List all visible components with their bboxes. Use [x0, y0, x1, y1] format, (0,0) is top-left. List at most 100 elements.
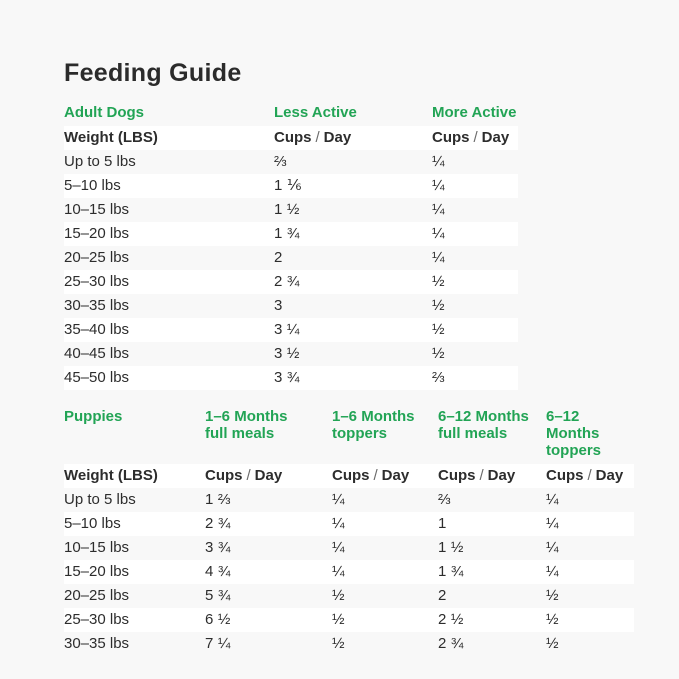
- full-meals-1-6-cell: 7 ¼: [205, 635, 231, 652]
- full-meals-1-6-cell: 4 ¾: [205, 563, 231, 580]
- toppers-6-12-cell: ¼: [546, 563, 559, 580]
- more-active-cell: ½: [432, 345, 445, 362]
- full-meals-6-12-cell: 2: [438, 587, 447, 604]
- table-row: 5–10 lbs 1 ⅙ ¼: [64, 174, 518, 198]
- less-active-cell: 1 ¾: [274, 225, 300, 242]
- more-active-cell: ¼: [432, 177, 445, 194]
- more-active-cell: ¼: [432, 225, 445, 242]
- table-row: 25–30 lbs 6 ½ ½ 2 ½ ½: [64, 608, 634, 632]
- weight-cell: Up to 5 lbs: [64, 153, 136, 170]
- weight-cell: 10–15 lbs: [64, 201, 130, 218]
- weight-cell: 25–30 lbs: [64, 273, 130, 290]
- more-active-cell: ¼: [432, 249, 445, 266]
- day-label: Day: [595, 467, 624, 484]
- column-header-line2: toppers: [332, 425, 388, 442]
- full-meals-6-12-cell: 2 ¾: [438, 635, 464, 652]
- table-row: Up to 5 lbs 1 ⅔ ¼ ⅔ ¼: [64, 488, 634, 512]
- column-header-line2: full meals: [205, 425, 275, 442]
- more-active-cell: ¼: [432, 153, 445, 170]
- full-meals-1-6-cell: 5 ¾: [205, 587, 231, 604]
- full-meals-6-12-cell: 1 ¾: [438, 563, 464, 580]
- adult-section-header-row: Adult Dogs Less Active More Active: [64, 104, 518, 126]
- table-row: 5–10 lbs 2 ¾ ¼ 1 ¼: [64, 512, 634, 536]
- column-header-1-6-full-meals: 1–6 Months full meals: [205, 408, 332, 459]
- cups-day-header: Cups / Day: [332, 464, 438, 488]
- full-meals-1-6-cell: 2 ¾: [205, 515, 231, 532]
- table-row: 10–15 lbs 1 ½ ¼: [64, 198, 518, 222]
- weight-cell: 10–15 lbs: [64, 539, 130, 556]
- puppies-section-label: Puppies: [64, 408, 123, 425]
- column-header-more-active: More Active: [432, 104, 517, 121]
- full-meals-1-6-cell: 6 ½: [205, 611, 231, 628]
- weight-header: Weight (LBS): [64, 467, 158, 484]
- weight-cell: 45–50 lbs: [64, 369, 130, 386]
- slash-separator: /: [479, 467, 484, 484]
- column-header-line2: toppers: [546, 442, 602, 459]
- puppies-table-header-row: Weight (LBS) Cups / Day Cups / Day Cups / Day …: [64, 464, 634, 488]
- table-row: Up to 5 lbs ⅔ ¼: [64, 150, 518, 174]
- toppers-6-12-cell: ½: [546, 635, 559, 652]
- cups-label: Cups: [205, 467, 243, 484]
- cups-label: Cups: [274, 129, 312, 146]
- weight-cell: 40–45 lbs: [64, 345, 130, 362]
- toppers-1-6-cell: ¼: [332, 539, 345, 556]
- day-label: Day: [487, 467, 516, 484]
- weight-header: Weight (LBS): [64, 129, 158, 146]
- weight-cell: 30–35 lbs: [64, 635, 130, 652]
- toppers-1-6-cell: ¼: [332, 563, 345, 580]
- more-active-cell: ⅔: [432, 369, 445, 386]
- less-active-cell: 3 ¾: [274, 369, 300, 386]
- weight-cell: 30–35 lbs: [64, 297, 130, 314]
- toppers-1-6-cell: ¼: [332, 515, 345, 532]
- less-active-cell: 1 ⅙: [274, 177, 302, 194]
- less-active-cell: ⅔: [274, 153, 287, 170]
- full-meals-1-6-cell: 1 ⅔: [205, 491, 231, 508]
- cups-label: Cups: [332, 467, 370, 484]
- slash-separator: /: [587, 467, 592, 484]
- toppers-1-6-cell: ¼: [332, 491, 345, 508]
- slash-separator: /: [315, 129, 320, 146]
- puppies-section: Puppies 1–6 Months full meals 1–6 Months…: [64, 408, 634, 656]
- table-row: 40–45 lbs 3 ½ ½: [64, 342, 518, 366]
- less-active-cell: 2 ¾: [274, 273, 300, 290]
- column-header-6-12-toppers: 6–12 Months toppers: [546, 408, 634, 459]
- table-row: 15–20 lbs 1 ¾ ¼: [64, 222, 518, 246]
- cups-label: Cups: [438, 467, 476, 484]
- cups-day-header: Cups / Day: [432, 126, 518, 150]
- table-row: 20–25 lbs 5 ¾ ½ 2 ½: [64, 584, 634, 608]
- table-row: 35–40 lbs 3 ¼ ½: [64, 318, 518, 342]
- full-meals-6-12-cell: 2 ½: [438, 611, 464, 628]
- puppies-section-header-row: Puppies 1–6 Months full meals 1–6 Months…: [64, 408, 634, 464]
- toppers-6-12-cell: ½: [546, 611, 559, 628]
- table-row: 15–20 lbs 4 ¾ ¼ 1 ¾ ¼: [64, 560, 634, 584]
- day-label: Day: [323, 129, 352, 146]
- toppers-6-12-cell: ¼: [546, 491, 559, 508]
- day-label: Day: [254, 467, 283, 484]
- full-meals-6-12-cell: 1: [438, 515, 447, 532]
- column-header-line1: 6–12 Months: [438, 408, 529, 425]
- column-header-line1: 1–6 Months: [205, 408, 288, 425]
- column-header-1-6-toppers: 1–6 Months toppers: [332, 408, 438, 459]
- slash-separator: /: [373, 467, 378, 484]
- toppers-1-6-cell: ½: [332, 611, 345, 628]
- page-title: Feeding Guide: [64, 59, 242, 87]
- less-active-cell: 3 ¼: [274, 321, 300, 338]
- cups-label: Cups: [432, 129, 470, 146]
- more-active-cell: ½: [432, 321, 445, 338]
- weight-cell: 5–10 lbs: [64, 177, 121, 194]
- table-row: 25–30 lbs 2 ¾ ½: [64, 270, 518, 294]
- table-row: 20–25 lbs 2 ¼: [64, 246, 518, 270]
- weight-cell: 35–40 lbs: [64, 321, 130, 338]
- column-header-less-active: Less Active: [274, 104, 357, 121]
- column-header-line1: 6–12 Months: [546, 408, 600, 442]
- toppers-6-12-cell: ¼: [546, 539, 559, 556]
- more-active-cell: ½: [432, 297, 445, 314]
- table-row: 30–35 lbs 7 ¼ ½ 2 ¾ ½: [64, 632, 634, 656]
- weight-cell: 25–30 lbs: [64, 611, 130, 628]
- adult-dogs-section: Adult Dogs Less Active More Active Weigh…: [64, 104, 634, 390]
- cups-day-header: Cups / Day: [205, 464, 332, 488]
- more-active-cell: ¼: [432, 201, 445, 218]
- content-area: Feeding Guide Adult Dogs Less Active Mor…: [64, 58, 634, 656]
- less-active-cell: 1 ½: [274, 201, 300, 218]
